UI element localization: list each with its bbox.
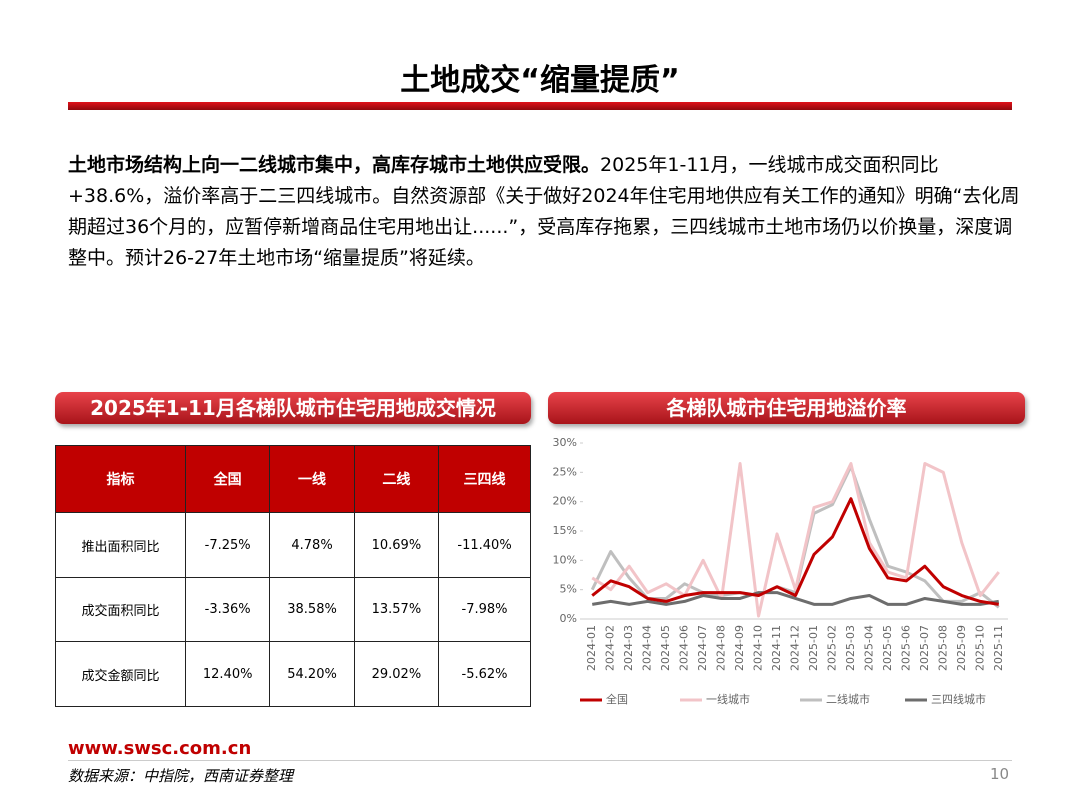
y-tick-label: 30% xyxy=(553,436,577,449)
x-tick-label: 2025-04 xyxy=(862,625,875,671)
title-rule xyxy=(68,102,1012,110)
x-tick-label: 2024-10 xyxy=(752,625,765,671)
table-cell: 4.78% xyxy=(269,512,355,578)
x-tick-label: 2024-07 xyxy=(696,625,709,671)
table-cell: 成交金额同比 xyxy=(55,641,186,707)
x-tick-label: 2024-06 xyxy=(678,625,691,671)
x-tick-label: 2024-01 xyxy=(585,625,598,671)
x-tick-label: 2025-02 xyxy=(825,625,838,671)
x-tick-label: 2025-06 xyxy=(899,625,912,671)
table-row: 指标 全国 一线 二线 三四线 xyxy=(55,444,531,514)
table-row: 成交面积同比 -3.36% 38.58% 13.57% -7.98% xyxy=(55,576,531,643)
legend-label: 全国 xyxy=(606,692,628,706)
table-cell: 38.58% xyxy=(269,576,355,643)
table-cell: 指标 xyxy=(55,444,186,514)
x-tick-label: 2025-10 xyxy=(973,625,986,671)
chart: 0% 5% 10% 15% 20% 25% 30% 2024-01 2024-02 2024-03… xyxy=(553,436,1008,706)
legend-label: 三四线城市 xyxy=(931,692,986,706)
series-line xyxy=(591,497,999,606)
x-tick-label: 2024-03 xyxy=(622,625,635,671)
x-tick-label: 2024-12 xyxy=(789,625,802,671)
x-tick-label: 2024-02 xyxy=(604,625,617,671)
table-cell: 12.40% xyxy=(184,641,271,707)
table-cell: -7.25% xyxy=(184,512,271,578)
table-cell: 13.57% xyxy=(353,576,440,643)
table-cell: -7.98% xyxy=(438,576,531,643)
x-tick-label: 2024-05 xyxy=(659,625,672,671)
slide-title: 土地成交“缩量提质” xyxy=(400,63,680,98)
y-tick-label: 20% xyxy=(553,495,577,508)
y-tick-label: 5% xyxy=(560,583,577,596)
x-tick-label: 2025-01 xyxy=(807,625,820,671)
y-tick-label: 0% xyxy=(560,612,577,625)
paragraph-text: 2025年1-11月，一线城市成交面积同比+38.6%，溢价率高于二三四线城市。… xyxy=(68,154,1020,269)
table-cell: 三四线 xyxy=(438,444,531,514)
table-cell: 全国 xyxy=(184,444,271,514)
x-tick-label: 2025-09 xyxy=(955,625,968,671)
x-tick-label: 2024-04 xyxy=(641,625,654,671)
footer-rule xyxy=(68,760,1012,761)
paragraph-bold: 土地市场结构上向一二线城市集中，高库存城市土地供应受限。 xyxy=(68,154,601,176)
x-tick-label: 2025-05 xyxy=(881,625,894,671)
y-tick-label: 15% xyxy=(553,524,577,537)
table-cell: 10.69% xyxy=(353,512,440,578)
table-cell: 一线 xyxy=(269,444,355,514)
x-tick-label: 2024-08 xyxy=(715,625,728,671)
footer-source: 数据来源：中指院，西南证券整理 xyxy=(68,767,294,785)
table-row: 成交金额同比 12.40% 54.20% 29.02% -5.62% xyxy=(55,641,531,707)
chart-title: 各梯队城市住宅用地溢价率 xyxy=(548,392,1025,424)
series-line xyxy=(591,462,1000,618)
x-tick-label: 2025-07 xyxy=(918,625,931,671)
legend-label: 一线城市 xyxy=(706,692,750,706)
legend-label: 二线城市 xyxy=(826,692,870,706)
x-tick-label: 2025-08 xyxy=(936,625,949,671)
x-tick-label: 2024-09 xyxy=(733,625,746,671)
paragraph: 土地市场结构上向一二线城市集中，高库存城市土地供应受限。2025年1-11月，一… xyxy=(68,150,1020,274)
x-tick-label: 2025-11 xyxy=(992,625,1005,671)
x-tick-label: 2024-11 xyxy=(770,625,783,671)
table-cell: -5.62% xyxy=(438,641,531,707)
table-cell: 二线 xyxy=(353,444,440,514)
table-row: 推出面积同比 -7.25% 4.78% 10.69% -11.40% xyxy=(55,512,531,578)
page-number: 10 xyxy=(990,765,1010,783)
footer-url: www.swsc.com.cn xyxy=(68,738,252,759)
table-cell: 29.02% xyxy=(353,641,440,707)
table-cell: 54.20% xyxy=(269,641,355,707)
table-cell: 推出面积同比 xyxy=(55,512,186,578)
table-cell: -3.36% xyxy=(184,576,271,643)
y-tick-label: 25% xyxy=(553,465,577,478)
series-line xyxy=(592,591,999,606)
table-cell: 成交面积同比 xyxy=(55,576,186,643)
y-tick-label: 10% xyxy=(553,553,577,566)
table: 指标 全国 一线 二线 三四线 推出面积同比 -7.25% 4.78% 10.69% -11.40… xyxy=(55,444,531,707)
table-title: 2025年1-11月各梯队城市住宅用地成交情况 xyxy=(55,392,531,424)
x-tick-label: 2025-03 xyxy=(844,625,857,671)
table-cell: -11.40% xyxy=(438,512,531,578)
